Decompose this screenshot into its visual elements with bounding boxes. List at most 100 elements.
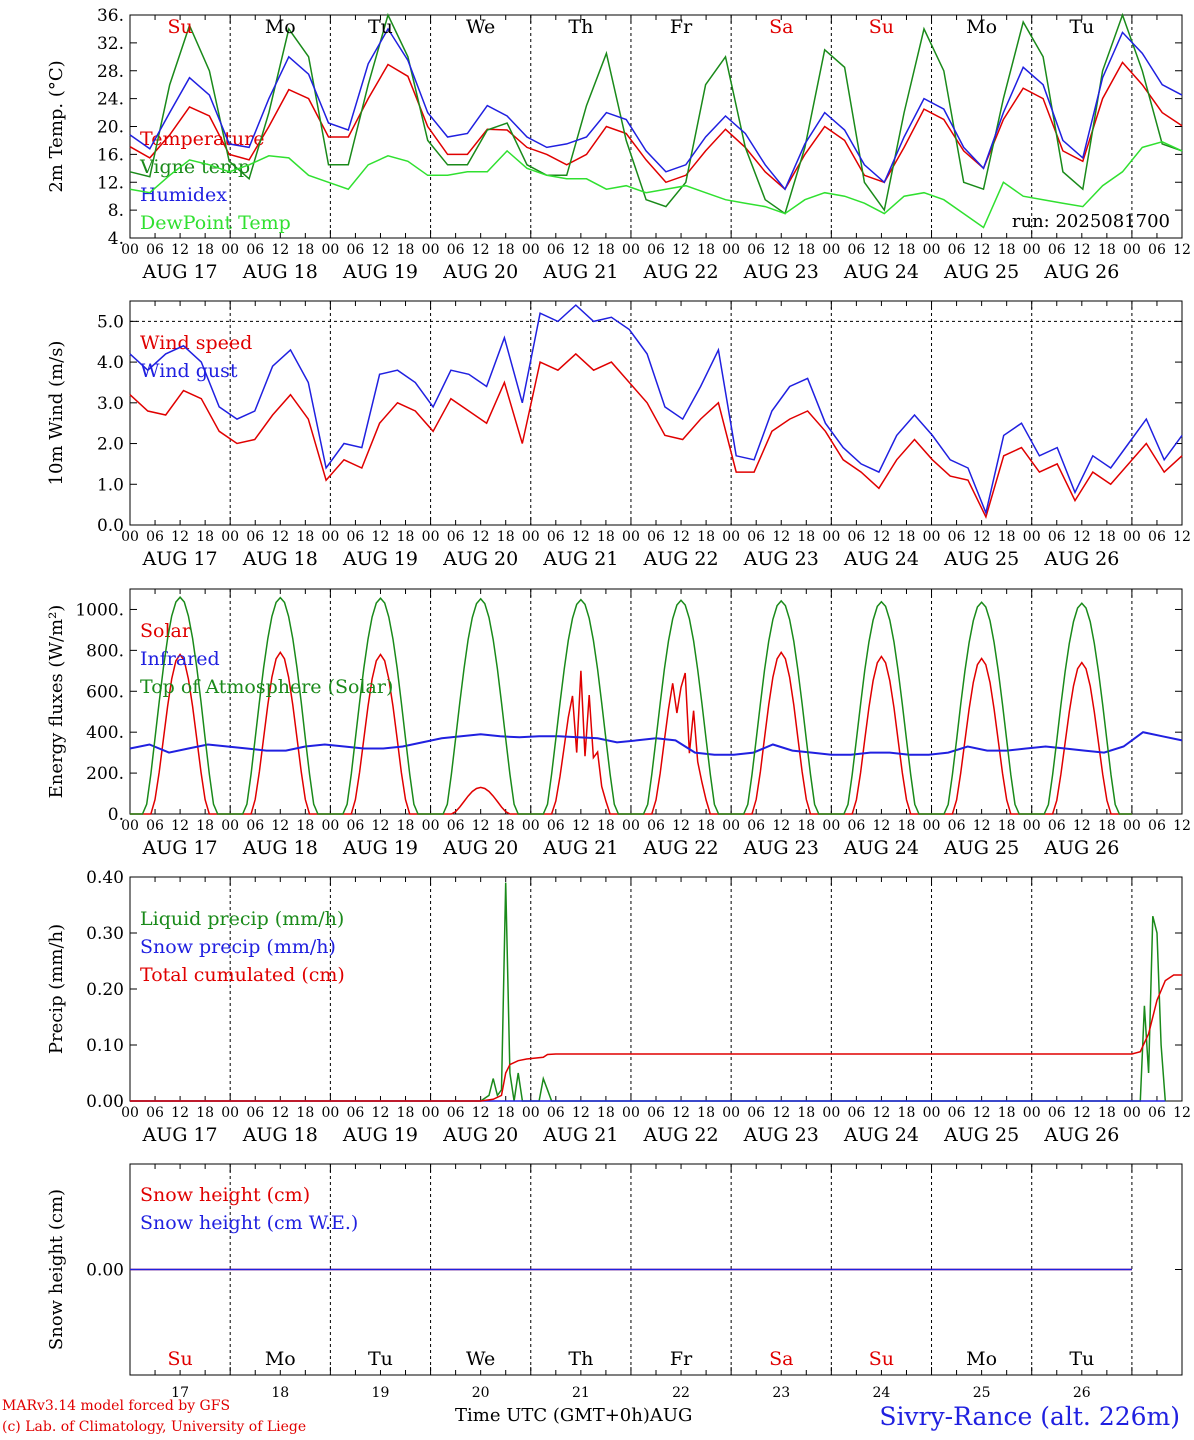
day-label: AUG 24 <box>843 837 919 859</box>
hour-label: 06 <box>948 242 966 258</box>
hour-label: 12 <box>171 1105 189 1121</box>
hour-label: 12 <box>372 529 390 545</box>
hour-label: 06 <box>146 242 164 258</box>
y-tick-label: 16. <box>97 145 124 165</box>
weekday-label: Sa <box>769 1348 793 1370</box>
hour-label: 00 <box>822 818 840 834</box>
y-tick-label: 0.20 <box>86 980 124 1000</box>
day-label: AUG 21 <box>542 1124 618 1146</box>
hour-label: 00 <box>1023 529 1041 545</box>
hour-label: 18 <box>397 242 415 258</box>
x-axis-title: Time UTC (GMT+0h)AUG <box>455 1405 692 1426</box>
day-label: AUG 17 <box>142 1124 218 1146</box>
y-tick-label: 0.40 <box>86 868 124 888</box>
weekday-label: Fr <box>670 1348 693 1370</box>
hour-label: 12 <box>171 529 189 545</box>
y-tick-label: 32. <box>97 34 124 54</box>
y-axis-title: 10m Wind (m/s) <box>46 341 67 486</box>
hour-label: 06 <box>547 242 565 258</box>
y-axis-title: Snow height (cm) <box>46 1189 67 1350</box>
weekday-label: Mo <box>265 16 296 38</box>
weekday-label: Su <box>869 1348 894 1370</box>
legend-entry: Wind speed <box>140 332 252 354</box>
hour-label: 12 <box>171 818 189 834</box>
hour-label: 18 <box>196 242 214 258</box>
day-label: AUG 23 <box>743 261 819 283</box>
y-tick-label: 600. <box>86 682 124 702</box>
hour-label: 18 <box>998 242 1016 258</box>
hour-label: 06 <box>1148 1105 1166 1121</box>
hour-label: 18 <box>296 242 314 258</box>
hour-label: 06 <box>948 529 966 545</box>
hour-label: 00 <box>722 529 740 545</box>
hour-label: 12 <box>1073 1105 1091 1121</box>
day-number-label: 19 <box>372 1385 390 1400</box>
hour-label: 00 <box>522 242 540 258</box>
day-label: AUG 24 <box>843 1124 919 1146</box>
y-tick-label: 400. <box>86 723 124 743</box>
hour-label: 12 <box>672 529 690 545</box>
hour-label: 00 <box>121 242 139 258</box>
weekday-label: Th <box>568 16 593 38</box>
hour-label: 18 <box>497 818 515 834</box>
hour-label: 18 <box>497 529 515 545</box>
day-label: AUG 25 <box>943 1124 1019 1146</box>
day-number-label: 21 <box>572 1385 590 1400</box>
hour-label: 12 <box>271 242 289 258</box>
hour-label: 00 <box>221 529 239 545</box>
legend-entry: Snow height (cm) <box>140 1184 310 1206</box>
hour-label: 18 <box>1098 529 1116 545</box>
day-label: AUG 19 <box>342 837 418 859</box>
hour-label: 06 <box>847 1105 865 1121</box>
hour-label: 18 <box>898 242 916 258</box>
hour-label: 12 <box>672 818 690 834</box>
meteogram-chart: 4. 8. 12. 16. 20. 24. 28. 32. 36. 2m Temp. (°C) 00… <box>46 6 1191 1400</box>
legend-entry: Humidex <box>140 184 227 206</box>
x-axis-month: AUG <box>649 1405 693 1426</box>
hour-label: 18 <box>998 1105 1016 1121</box>
day-label: AUG 21 <box>542 261 618 283</box>
day-label: AUG 26 <box>1043 548 1119 570</box>
legend-entry: Liquid precip (mm/h) <box>140 908 344 930</box>
weekday-label: Su <box>167 1348 192 1370</box>
y-tick-label: 1.0 <box>97 475 124 495</box>
legend-entry: Wind gust <box>140 360 238 382</box>
hour-label: 18 <box>497 242 515 258</box>
hour-label: 06 <box>1148 818 1166 834</box>
model-credit: MARv3.14 model forced by GFS <box>2 1398 231 1414</box>
hour-label: 12 <box>572 242 590 258</box>
hour-label: 06 <box>647 242 665 258</box>
hour-label: 00 <box>321 529 339 545</box>
day-label: AUG 20 <box>442 837 518 859</box>
y-tick-label: 12. <box>97 173 124 193</box>
hour-label: 12 <box>372 818 390 834</box>
hour-label: 18 <box>296 818 314 834</box>
day-label: AUG 18 <box>242 261 318 283</box>
hour-label: 00 <box>1123 818 1141 834</box>
hour-label: 00 <box>1123 529 1141 545</box>
panel-snow: 0.00 Snow height (cm) Snow height (cm) Snow… <box>46 1163 1183 1400</box>
hour-label: 18 <box>397 818 415 834</box>
hour-label: 18 <box>797 1105 815 1121</box>
hour-label: 00 <box>722 1105 740 1121</box>
hour-label: 00 <box>1023 242 1041 258</box>
day-label: AUG 18 <box>242 548 318 570</box>
hour-label: 06 <box>948 818 966 834</box>
hour-label: 06 <box>146 529 164 545</box>
hour-label: 00 <box>221 1105 239 1121</box>
day-label: AUG 21 <box>542 548 618 570</box>
panel-frame <box>129 588 1183 815</box>
hour-label: 18 <box>497 1105 515 1121</box>
panel-temp: 4. 8. 12. 16. 20. 24. 28. 32. 36. 2m Temp. (°C) 00… <box>46 6 1191 283</box>
hour-label: 06 <box>146 818 164 834</box>
hour-label: 12 <box>973 242 991 258</box>
y-tick-label: 36. <box>97 6 124 26</box>
hour-label: 06 <box>1048 1105 1066 1121</box>
hour-label: 12 <box>1073 242 1091 258</box>
day-label: AUG 25 <box>943 548 1019 570</box>
day-label: AUG 24 <box>843 548 919 570</box>
hour-label: 12 <box>171 242 189 258</box>
weekday-label: Su <box>167 16 192 38</box>
y-tick-label: 0.00 <box>86 1092 124 1112</box>
hour-label: 12 <box>572 1105 590 1121</box>
